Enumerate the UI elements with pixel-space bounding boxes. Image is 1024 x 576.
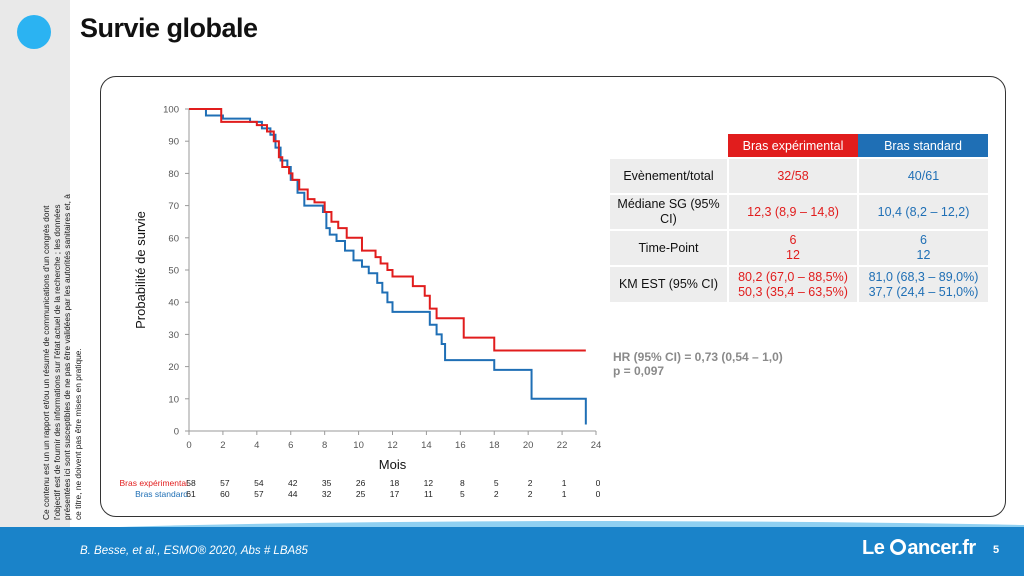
median-experimental: 12,3 (8,9 – 14,8)	[727, 193, 858, 230]
timepoint-exp-1: 6	[789, 233, 797, 247]
row-label-median: Médiane SG (95% CI)	[610, 193, 728, 230]
y-tick-label: 20	[168, 362, 179, 373]
hr-text: HR (95% CI) = 0,73 (0,54 – 1,0)	[613, 350, 783, 364]
hazard-ratio: HR (95% CI) = 0,73 (0,54 – 1,0) p = 0,09…	[613, 350, 783, 378]
left-band	[0, 0, 70, 527]
y-tick-label: 0	[174, 427, 179, 438]
at-risk-count: 5	[494, 478, 499, 488]
y-tick-label: 30	[168, 330, 179, 341]
series-line-standard	[189, 108, 587, 425]
y-tick-label: 90	[168, 137, 179, 148]
at-risk-count: 2	[528, 478, 533, 488]
km-std-1: 81,0 (68,3 – 89,0%)	[868, 269, 979, 284]
header-standard: Bras standard	[858, 134, 988, 158]
citation: B. Besse, et al., ESMO® 2020, Abs # LBA8…	[80, 545, 308, 557]
at-risk-count: 2	[528, 489, 533, 499]
km-std-2: 37,7 (24,4 – 51,0%)	[868, 284, 979, 299]
at-risk-count: 26	[356, 478, 366, 488]
slide-title: Survie globale	[80, 13, 258, 43]
x-tick-label: 22	[557, 440, 568, 451]
at-risk-count: 12	[424, 478, 434, 488]
x-tick-label: 14	[421, 440, 432, 451]
x-tick-label: 2	[220, 440, 225, 451]
y-axis-label: Probabilité de survie	[133, 211, 148, 329]
x-tick-label: 20	[523, 440, 534, 451]
y-tick-label: 10	[168, 394, 179, 405]
at-risk-label-experimental: Bras expérimental	[119, 478, 188, 488]
at-risk-count: 1	[562, 489, 567, 499]
km-chart: 0 10 20 30 40 50 60 70 80 90 100 0 2 4 6 8 10 12 14 16 18 20 2…	[100, 76, 620, 517]
timepoint-std-1: 6	[920, 233, 927, 247]
header-experimental: Bras expérimental	[728, 134, 858, 158]
at-risk-count: 11	[424, 489, 433, 499]
at-risk-count: 2	[494, 489, 499, 499]
x-tick-label: 16	[455, 440, 466, 451]
table-corner	[610, 134, 728, 158]
x-tick-label: 10	[353, 440, 364, 451]
accent-dot	[17, 15, 51, 49]
timepoint-experimental: 6 12	[727, 229, 858, 266]
row-label-km: KM EST (95% CI)	[610, 265, 728, 302]
at-risk-count: 54	[254, 478, 264, 488]
events-standard: 40/61	[857, 157, 988, 194]
at-risk-label-standard: Bras standard	[135, 489, 188, 499]
logo-c-icon	[890, 539, 907, 555]
brand-logo[interactable]: Le ancer.fr	[862, 537, 976, 560]
at-risk-count: 0	[596, 489, 601, 499]
at-risk-count: 1	[562, 478, 567, 488]
at-risk-count: 42	[288, 478, 298, 488]
at-risk-count: 25	[356, 489, 366, 499]
at-risk-count: 57	[254, 489, 264, 499]
row-label-events: Evènement/total	[610, 157, 728, 194]
x-tick-label: 18	[489, 440, 500, 451]
y-tick-label: 40	[168, 298, 179, 309]
at-risk-count: 60	[220, 489, 230, 499]
x-axis-label: Mois	[379, 457, 407, 472]
events-experimental: 32/58	[727, 157, 858, 194]
logo-text-right: ancer.fr	[907, 537, 976, 559]
p-value: p = 0,097	[613, 364, 665, 378]
timepoint-standard: 6 12	[857, 229, 988, 266]
at-risk-count: 44	[288, 489, 298, 499]
logo-text-left: Le	[862, 537, 885, 559]
median-standard: 10,4 (8,2 – 12,2)	[857, 193, 988, 230]
timepoint-exp-2: 12	[786, 248, 800, 262]
x-tick-label: 4	[254, 440, 259, 451]
at-risk-count: 17	[390, 489, 400, 499]
y-tick-label: 50	[168, 266, 179, 277]
at-risk-count: 61	[186, 489, 196, 499]
at-risk-count: 5	[460, 489, 465, 499]
x-tick-label: 8	[322, 440, 327, 451]
at-risk-count: 8	[460, 478, 465, 488]
y-tick-label: 100	[163, 105, 179, 116]
km-standard: 81,0 (68,3 – 89,0%) 37,7 (24,4 – 51,0%)	[857, 265, 988, 302]
km-exp-2: 50,3 (35,4 – 63,5%)	[738, 284, 848, 299]
series-line-experimental	[189, 108, 586, 352]
x-tick-label: 24	[591, 440, 602, 451]
y-tick-label: 60	[168, 233, 179, 244]
km-exp-1: 80,2 (67,0 – 88,5%)	[738, 269, 848, 284]
x-tick-label: 0	[186, 440, 191, 451]
at-risk-count: 57	[220, 478, 230, 488]
at-risk-count: 32	[322, 489, 332, 499]
row-label-timepoint: Time-Point	[610, 229, 728, 266]
footer-bar	[0, 527, 1024, 576]
y-tick-label: 80	[168, 169, 179, 180]
at-risk-count: 0	[596, 478, 601, 488]
y-tick-label: 70	[168, 201, 179, 212]
x-tick-label: 6	[288, 440, 293, 451]
at-risk-count: 58	[186, 478, 196, 488]
results-table: Bras expérimental Bras standard Evènemen…	[610, 134, 988, 302]
page-number: 5	[993, 544, 1000, 556]
at-risk-count: 35	[322, 478, 332, 488]
km-experimental: 80,2 (67,0 – 88,5%) 50,3 (35,4 – 63,5%)	[727, 265, 858, 302]
x-tick-label: 12	[387, 440, 398, 451]
disclaimer-text: Ce contenu est un un rapport et/ou un ré…	[41, 194, 83, 520]
at-risk-count: 18	[390, 478, 400, 488]
timepoint-std-2: 12	[916, 248, 931, 262]
